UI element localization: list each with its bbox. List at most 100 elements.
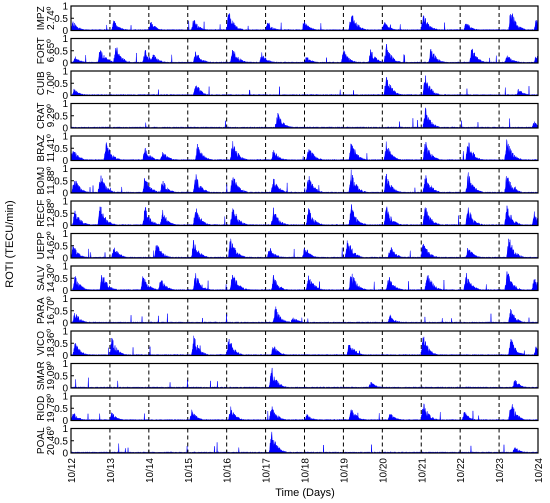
y-tick-label: 0.5 — [54, 306, 68, 317]
x-tick-label: 10/21 — [417, 458, 428, 483]
y-tick-label: 0.5 — [54, 176, 68, 187]
y-tick-label: 0 — [62, 221, 68, 232]
y-tick-label: 0 — [62, 286, 68, 297]
y-tick-label: 0.5 — [54, 79, 68, 90]
panel-riod: 00.51 RIOD 19.78º — [36, 392, 539, 427]
latitude-label: 19.78º — [46, 394, 57, 423]
station-label: POAL — [36, 427, 47, 454]
y-tick-label: 1 — [62, 2, 68, 13]
y-tick-label: 0.5 — [54, 404, 68, 415]
station-label: SMAR — [36, 361, 47, 390]
y-tick-label: 1 — [62, 327, 68, 338]
x-tick-label: 10/17 — [262, 458, 273, 483]
y-tick-label: 1 — [62, 99, 68, 110]
station-label: IMPZ — [36, 6, 47, 30]
y-tick-label: 0 — [62, 59, 68, 70]
panel-para: 0 0.51 PARA 16.70º — [36, 294, 539, 330]
latitude-label: 14.62º — [46, 231, 57, 260]
roti-series-fort — [70, 43, 539, 64]
latitude-label: 14.30º — [46, 264, 57, 293]
station-label: PARA — [36, 297, 47, 324]
y-tick-label: 1 — [62, 34, 68, 45]
y-tick-label: 0.5 — [54, 111, 68, 122]
latitude-label: 12.88º — [46, 199, 57, 228]
y-tick-label: 1 — [62, 229, 68, 240]
station-label: SALV — [36, 266, 47, 291]
y-tick-label: 0.5 — [54, 274, 68, 285]
y-tick-label: 0.5 — [54, 339, 68, 350]
y-tick-label: 1 — [62, 67, 68, 78]
y-tick-label: 0.5 — [54, 436, 68, 447]
roti-series-bomj — [70, 169, 539, 194]
y-tick-label: 0 — [62, 254, 68, 265]
y-tick-label: 0 — [62, 26, 68, 37]
panel-salv: 00.51 SALV 14.30º — [36, 262, 539, 297]
x-tick-label: 10/19 — [339, 458, 350, 483]
x-tick-label: 10/14 — [145, 458, 156, 483]
latitude-label: 19.09º — [46, 361, 57, 390]
panel-uepp: 0 0.51 UEPP 14.62º — [36, 229, 539, 265]
panel-crat: 0 0.51 CRAT 9.29º — [36, 99, 539, 135]
station-label: VICO — [36, 331, 47, 356]
latitude-label: 20.46º — [46, 426, 57, 455]
panel-vico: 00.51 VICO 18.36º — [36, 327, 539, 362]
y-tick-label: 1 — [62, 424, 68, 435]
roti-series-braz — [70, 139, 539, 161]
x-tick-label: 10/16 — [223, 458, 234, 483]
latitude-label: 2.74º — [46, 6, 57, 29]
y-tick-label: 0.5 — [54, 209, 68, 220]
panel-fort: 0 0.51 FORT 6.65º — [36, 34, 539, 70]
y-tick-label: 0 — [62, 189, 68, 200]
latitude-label: 16.70º — [46, 296, 57, 325]
y-tick-label: 1 — [62, 164, 68, 175]
panel-bomj: 0 0.51 BOMJ 11.88º — [36, 164, 539, 200]
y-tick-label: 1 — [62, 294, 68, 305]
y-tick-label: 0.5 — [54, 46, 68, 57]
x-axis-ticks: 10/12 10/13 10/14 10/15 10/16 10/17 10/18 10/19… — [67, 450, 545, 483]
x-tick-label: 10/24 — [534, 458, 545, 483]
panel-recf: 00.51 RECF 12.88º — [36, 197, 539, 232]
latitude-label: 7.00º — [46, 71, 57, 94]
y-tick-label: 0 — [62, 91, 68, 102]
station-label: BRAZ — [36, 135, 47, 162]
latitude-label: 9.29º — [46, 104, 57, 127]
station-label: FORT — [36, 37, 47, 64]
x-tick-label: 10/13 — [106, 458, 117, 483]
y-tick-label: 0.5 — [54, 371, 68, 382]
latitude-label: 18.36º — [46, 329, 57, 358]
y-tick-label: 1 — [62, 392, 68, 403]
y-tick-label: 0 — [62, 449, 68, 460]
station-label: UEPP — [36, 232, 47, 260]
panel-poal: 0 0.51 POAL 20.46º — [36, 424, 539, 460]
x-tick-label: 10/15 — [184, 458, 195, 483]
latitude-label: 11.88º — [46, 166, 57, 194]
panel-smar: 0 0.51 SMAR 19.09º — [36, 359, 539, 395]
y-tick-label: 1 — [62, 359, 68, 370]
panel-impz: 00.51 IMPZ 2.74º — [36, 2, 539, 37]
y-tick-label: 1 — [62, 262, 68, 273]
x-tick-label: 10/12 — [67, 458, 78, 483]
station-label: BOMJ — [36, 167, 47, 195]
y-tick-label: 0 — [62, 319, 68, 330]
y-tick-label: 0.5 — [54, 241, 68, 252]
roti-series-impz — [70, 13, 539, 31]
y-tick-label: 0 — [62, 156, 68, 167]
x-tick-label: 10/18 — [301, 458, 312, 483]
station-label: RIOD — [36, 396, 47, 421]
station-label: RECF — [36, 200, 47, 227]
x-tick-label: 10/20 — [378, 458, 389, 483]
y-tick-label: 1 — [62, 197, 68, 208]
y-tick-label: 0 — [62, 351, 68, 362]
roti-series-salv — [70, 271, 539, 291]
y-tick-label: 0 — [62, 384, 68, 395]
y-tick-label: 0.5 — [54, 14, 68, 25]
y-tick-label: 1 — [62, 132, 68, 143]
y-tick-label: 0.5 — [54, 144, 68, 155]
y-axis-label: ROTI (TECU/min) — [4, 200, 16, 287]
panel-braz: 00.51 BRAZ 11.41º — [36, 132, 539, 167]
latitude-label: 11.41º — [46, 134, 57, 162]
x-axis-label: Time (Days) — [275, 487, 334, 499]
y-tick-label: 0 — [62, 124, 68, 135]
latitude-label: 6.65º — [46, 39, 57, 62]
